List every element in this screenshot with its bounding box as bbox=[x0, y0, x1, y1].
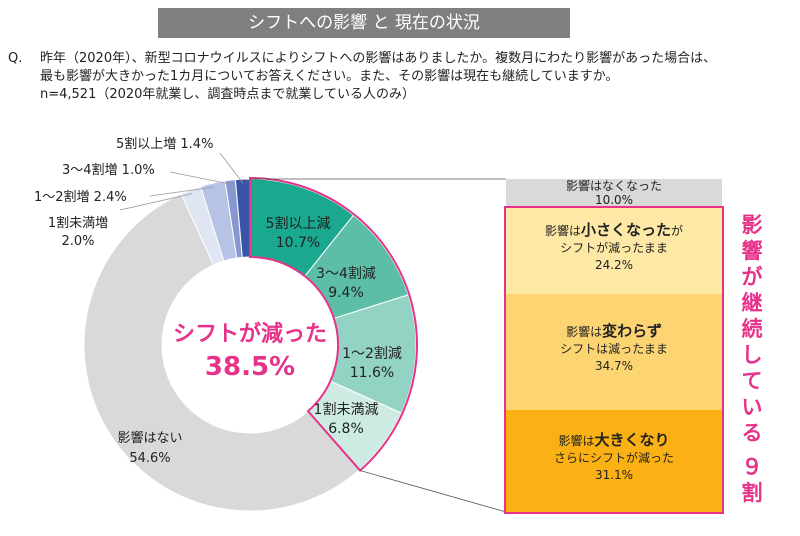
slice-label: 5割以上増 1.4% bbox=[116, 136, 213, 152]
leader-line bbox=[119, 193, 193, 211]
slice-label: 影響はない bbox=[117, 430, 182, 446]
slice-value: 11.6% bbox=[350, 365, 394, 381]
breakdown-value: 24.2% bbox=[594, 258, 634, 272]
caption-char: し bbox=[741, 343, 763, 367]
slice-value: 9.4% bbox=[328, 285, 364, 301]
caption-char: 響 bbox=[741, 239, 763, 263]
caption-char: ９ bbox=[741, 455, 763, 479]
breakdown-box: 影響はなくなった 10.0% bbox=[506, 179, 722, 208]
breakdown-label: 影響は小さくなったが bbox=[544, 221, 684, 239]
breakdown-sub: シフトが減ったまま bbox=[560, 241, 668, 255]
leader-line bbox=[219, 152, 244, 184]
leader-line bbox=[149, 186, 214, 197]
slice-label: 1～2割減 bbox=[342, 345, 402, 362]
caption-char: る bbox=[741, 421, 763, 445]
question-marker: Q. bbox=[8, 51, 23, 66]
breakdown-sub: シフトは減ったまま bbox=[560, 342, 668, 356]
breakdown-sub: さらにシフトが減った bbox=[553, 451, 674, 465]
caption-char: 影 bbox=[741, 213, 763, 237]
slice-label: 1割未満減 bbox=[314, 401, 379, 418]
question-line: n=4,521（2020年就業し、調査時点まで就業している人のみ） bbox=[40, 87, 416, 102]
donut-slice bbox=[83, 193, 361, 512]
section-title: シフトへの影響 と 現在の状況 bbox=[158, 8, 570, 38]
slice-value: 6.8% bbox=[328, 421, 364, 437]
slice-value: 54.6% bbox=[129, 451, 170, 466]
breakdown-box: 影響は小さくなったがシフトが減ったまま 24.2% bbox=[506, 208, 722, 294]
slice-value: 10.7% bbox=[276, 235, 320, 251]
slice-label: 3～4割増 1.0% bbox=[62, 162, 155, 178]
slice-label: 1割未満増 bbox=[48, 215, 108, 231]
leader-line bbox=[169, 171, 231, 185]
center-label: シフトが減った bbox=[173, 321, 327, 347]
caption-char: 続 bbox=[741, 317, 763, 341]
breakdown-box: 影響は変わらずシフトは減ったまま 34.7% bbox=[506, 294, 722, 410]
caption-char: て bbox=[741, 369, 763, 393]
question-line: 最も影響が大きかった1カ月についてお答えください。また、その影響は現在も継続して… bbox=[40, 69, 619, 84]
question-line: 昨年（2020年）、新型コロナウイルスによりシフトへの影響はありましたか。複数月… bbox=[40, 51, 717, 66]
breakdown-label: 影響はなくなった bbox=[565, 179, 662, 193]
breakdown-value: 31.1% bbox=[594, 468, 634, 482]
breakdown-label: 影響は変わらず bbox=[566, 322, 662, 340]
breakdown-value: 34.7% bbox=[594, 359, 634, 373]
continuing-group-frame bbox=[504, 206, 724, 514]
breakdown-value: 10.0% bbox=[594, 193, 634, 207]
caption-char: 継 bbox=[741, 291, 763, 315]
caption-char: い bbox=[741, 395, 763, 419]
slice-label: 3～4割減 bbox=[316, 265, 376, 282]
slice-label: 1～2割増 2.4% bbox=[34, 189, 127, 205]
connector-line bbox=[360, 470, 507, 513]
caption-char: が bbox=[741, 265, 763, 289]
slice-label: 5割以上減 bbox=[266, 215, 331, 232]
center-value: 38.5% bbox=[205, 352, 295, 382]
slice-value: 2.0% bbox=[61, 234, 94, 249]
breakdown-box: 影響は大きくなりさらにシフトが減った 31.1% bbox=[506, 410, 722, 512]
caption-char: 割 bbox=[741, 481, 763, 505]
breakdown-label: 影響は大きくなり bbox=[558, 431, 670, 449]
decrease-group-outline bbox=[249, 176, 418, 472]
